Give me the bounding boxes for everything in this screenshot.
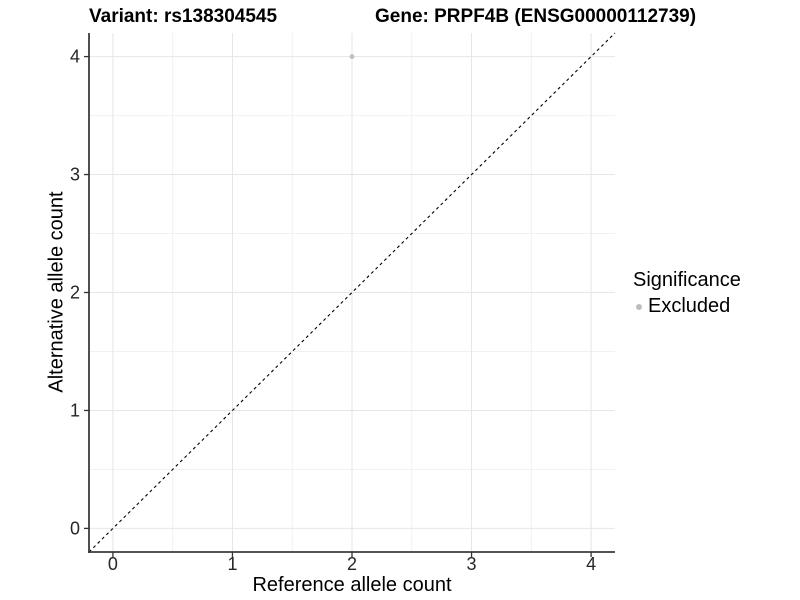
x-tick-label: 2 [347,554,357,574]
y-tick-label: 2 [70,283,80,303]
legend-item-label: Excluded [648,295,731,317]
x-tick-label: 4 [586,554,596,574]
y-tick-label: 3 [70,165,80,185]
identity-dashed-line [88,32,616,553]
x-axis-title: Reference allele count [252,574,452,596]
y-tick-label: 1 [70,400,80,420]
x-tick-label: 0 [108,554,118,574]
x-tick-label: 1 [227,554,237,574]
legend: Significance Excluded [633,269,741,318]
excluded-point-icon [636,303,642,310]
data-point [349,54,355,59]
y-tick-label: 0 [70,518,80,538]
y-tick-label: 4 [70,47,80,67]
legend-item-excluded: Excluded [633,295,741,318]
variant-title: Variant: rs138304545 [89,6,278,27]
legend-title: Significance [633,269,741,291]
gene-title: Gene: PRPF4B (ENSG00000112739) [375,6,697,27]
y-axis-title: Alternative allele count [45,191,68,393]
x-tick-label: 3 [467,554,477,574]
